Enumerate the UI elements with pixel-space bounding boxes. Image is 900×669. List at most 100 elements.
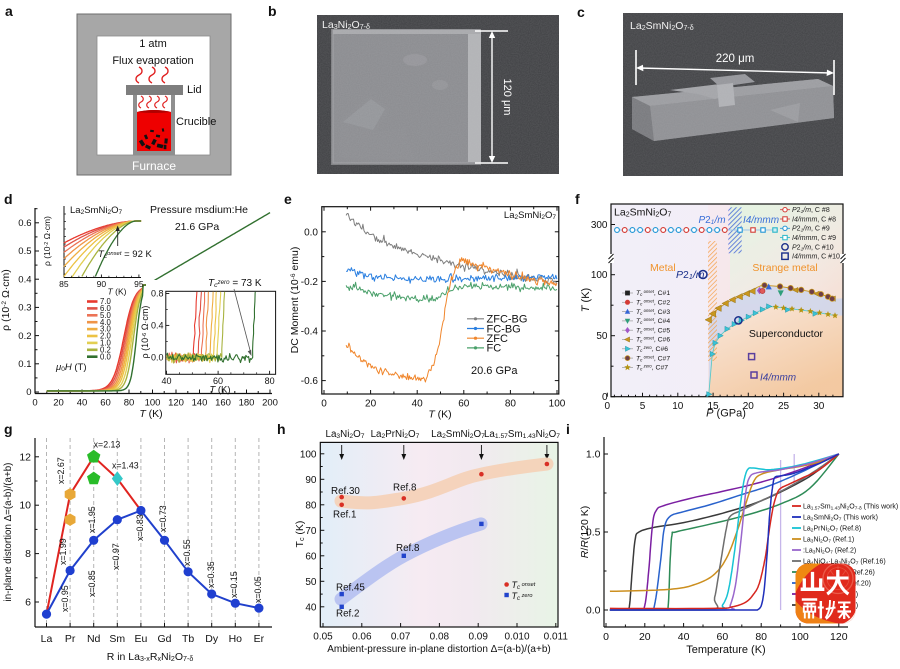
svg-text:0.010: 0.010 bbox=[504, 632, 529, 643]
svg-text:I4/mmm, C #8: I4/mmm, C #8 bbox=[792, 216, 836, 223]
svg-text:100: 100 bbox=[300, 449, 317, 460]
svg-text:0: 0 bbox=[605, 401, 611, 412]
svg-text:Er: Er bbox=[254, 633, 265, 645]
svg-text:ZFC: ZFC bbox=[487, 333, 508, 345]
svg-text:80: 80 bbox=[265, 376, 275, 386]
svg-text:Furnace: Furnace bbox=[132, 159, 176, 173]
svg-text:μ0H (T): μ0H (T) bbox=[55, 362, 87, 373]
svg-text:10: 10 bbox=[672, 401, 684, 412]
svg-text:Tc onset, C#4: Tc onset, C#4 bbox=[636, 318, 670, 326]
svg-text:La2PrNi2O7 (Ref.8): La2PrNi2O7 (Ref.8) bbox=[803, 526, 861, 534]
svg-text:Dy: Dy bbox=[205, 633, 219, 645]
svg-text:ρ (10-2 Ω·cm): ρ (10-2 Ω·cm) bbox=[42, 216, 52, 266]
svg-text:P21/m, C #9: P21/m, C #9 bbox=[792, 226, 830, 234]
svg-text:0.07: 0.07 bbox=[391, 632, 411, 643]
svg-text:140: 140 bbox=[192, 398, 208, 409]
svg-text:Ref.8: Ref.8 bbox=[396, 543, 420, 554]
svg-text:160: 160 bbox=[215, 398, 231, 409]
svg-text:0.09: 0.09 bbox=[468, 632, 488, 643]
svg-text:0.0: 0.0 bbox=[586, 605, 601, 617]
svg-text:20: 20 bbox=[743, 401, 755, 412]
svg-text:1.0: 1.0 bbox=[100, 339, 112, 348]
svg-text:x=2.13: x=2.13 bbox=[94, 440, 121, 450]
svg-text:40: 40 bbox=[161, 376, 171, 386]
svg-text:100: 100 bbox=[145, 398, 161, 409]
svg-text:80: 80 bbox=[124, 398, 135, 409]
svg-text:100: 100 bbox=[549, 399, 566, 410]
svg-text:Metal: Metal bbox=[650, 262, 676, 274]
svg-text:40: 40 bbox=[77, 398, 88, 409]
svg-text:4.0: 4.0 bbox=[100, 318, 112, 327]
svg-text:Ref.30: Ref.30 bbox=[331, 486, 360, 497]
svg-text:DC Moment (10-6 emu): DC Moment (10-6 emu) bbox=[289, 247, 301, 354]
svg-text:Ambient-pressure in-plane dist: Ambient-pressure in-plane distortion Δ=(… bbox=[327, 644, 550, 655]
svg-text:-0.2: -0.2 bbox=[301, 277, 319, 288]
svg-text:Tconset = 92 K: Tconset = 92 K bbox=[98, 249, 153, 260]
svg-text:Sm: Sm bbox=[109, 633, 125, 645]
svg-text:0.4: 0.4 bbox=[18, 274, 31, 285]
svg-text:x=1.95: x=1.95 bbox=[87, 506, 97, 533]
svg-text:10: 10 bbox=[19, 500, 31, 512]
svg-text:120: 120 bbox=[830, 631, 848, 643]
svg-text:Tc zero, C#7: Tc zero, C#7 bbox=[636, 364, 668, 372]
svg-text:100: 100 bbox=[791, 631, 809, 643]
svg-text:T (K): T (K) bbox=[428, 409, 451, 421]
svg-text:0: 0 bbox=[321, 399, 327, 410]
svg-text:x=0.83: x=0.83 bbox=[135, 514, 145, 541]
svg-text:T (K): T (K) bbox=[139, 408, 162, 420]
svg-text:Ref.2: Ref.2 bbox=[336, 609, 359, 620]
svg-text:Tczero = 73 K: Tczero = 73 K bbox=[208, 278, 262, 289]
svg-text:0.06: 0.06 bbox=[352, 632, 372, 643]
svg-text:Tc onset, C#3: Tc onset, C#3 bbox=[636, 308, 670, 316]
svg-text::La3Ni2O7 (Ref.2): :La3Ni2O7 (Ref.2) bbox=[803, 548, 856, 556]
svg-text:Gd: Gd bbox=[157, 633, 171, 645]
svg-text:300: 300 bbox=[591, 220, 608, 231]
svg-text:40: 40 bbox=[678, 631, 690, 643]
svg-text:-0.6: -0.6 bbox=[301, 376, 319, 387]
svg-text:85: 85 bbox=[59, 279, 69, 289]
svg-text:in-plane distortion Δ=(a-b)/(a: in-plane distortion Δ=(a-b)/(a+b) bbox=[3, 463, 14, 602]
svg-text:20: 20 bbox=[53, 398, 64, 409]
svg-text:Strange metal: Strange metal bbox=[752, 262, 817, 274]
svg-text:0.1: 0.1 bbox=[18, 359, 31, 370]
svg-text:Tc (K): Tc (K) bbox=[294, 521, 306, 548]
svg-text:x=0.97: x=0.97 bbox=[111, 543, 121, 570]
svg-text:Tc onset, C#2: Tc onset, C#2 bbox=[636, 299, 670, 307]
svg-text:70: 70 bbox=[305, 526, 317, 537]
svg-text:Tc onset: Tc onset bbox=[512, 580, 536, 591]
svg-text:La2SmNi2O7: La2SmNi2O7 bbox=[431, 429, 485, 440]
svg-text:T (K): T (K) bbox=[108, 287, 127, 297]
svg-text:Tc onset, C#1: Tc onset, C#1 bbox=[636, 290, 670, 298]
svg-text:x=0.95: x=0.95 bbox=[60, 585, 70, 612]
svg-text:Ref.45: Ref.45 bbox=[336, 583, 365, 594]
svg-text:20: 20 bbox=[365, 399, 377, 410]
svg-text:40: 40 bbox=[305, 602, 317, 613]
svg-text:60: 60 bbox=[717, 631, 729, 643]
svg-text:T (K): T (K) bbox=[580, 288, 592, 312]
svg-text:30: 30 bbox=[813, 401, 825, 412]
svg-text:La2SmNi2O7: La2SmNi2O7 bbox=[614, 207, 671, 219]
svg-text:0.08: 0.08 bbox=[430, 632, 450, 643]
svg-text:90: 90 bbox=[305, 475, 317, 486]
svg-text:La2PrNi2O7: La2PrNi2O7 bbox=[371, 429, 420, 440]
svg-text:Temperature (K): Temperature (K) bbox=[686, 644, 765, 656]
svg-text:0: 0 bbox=[26, 387, 31, 398]
svg-text:21.6 GPa: 21.6 GPa bbox=[175, 221, 220, 233]
svg-text:60: 60 bbox=[213, 376, 223, 386]
svg-text:0.0: 0.0 bbox=[304, 227, 318, 238]
svg-text:100: 100 bbox=[591, 270, 608, 281]
svg-text:R in La3-xRxNi2O7-δ: R in La3-xRxNi2O7-δ bbox=[107, 651, 194, 663]
svg-text:120 μm: 120 μm bbox=[501, 79, 513, 116]
svg-text:0.2: 0.2 bbox=[100, 345, 111, 354]
svg-text:Pressure msdium:He: Pressure msdium:He bbox=[150, 204, 248, 216]
svg-text:x=1.99: x=1.99 bbox=[58, 538, 68, 565]
svg-text:20: 20 bbox=[639, 631, 651, 643]
svg-text:Superconductor: Superconductor bbox=[749, 328, 824, 340]
svg-text:FC-BG: FC-BG bbox=[487, 323, 521, 335]
svg-text:0: 0 bbox=[602, 392, 608, 403]
svg-text:0.2: 0.2 bbox=[18, 331, 31, 342]
svg-text:Ref.1: Ref.1 bbox=[333, 510, 356, 521]
svg-text:Tb: Tb bbox=[182, 633, 194, 645]
svg-text:50: 50 bbox=[305, 577, 317, 588]
svg-text:5: 5 bbox=[640, 401, 646, 412]
